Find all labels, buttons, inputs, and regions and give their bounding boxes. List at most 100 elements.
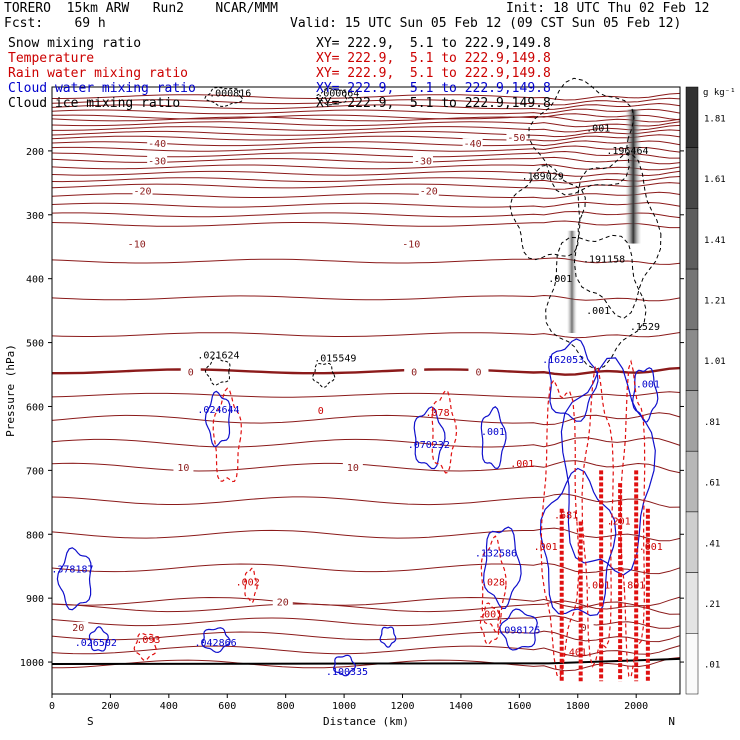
init-time: Init: 18 UTC Thu 02 Feb 12: [506, 1, 710, 16]
ice-shading-secondary: [566, 230, 577, 333]
rain-contour: [133, 632, 157, 661]
ice-contour: [204, 356, 231, 386]
isotherm-line: [51, 630, 681, 643]
isotherm-label: 20: [277, 597, 289, 608]
colorbar-segment: [685, 633, 699, 695]
isotherm-line: [51, 437, 681, 448]
maximum-label: .001: [586, 124, 610, 135]
cloud-water-contour: [379, 626, 397, 648]
y-tick-label: 300: [26, 211, 44, 222]
maximum-label: .001: [639, 542, 663, 553]
cloud-water-contour: [560, 357, 656, 576]
y-tick-label: 200: [26, 147, 44, 158]
isotherm-line: [51, 201, 681, 208]
maximum-label: .000664: [317, 89, 359, 100]
isotherm-line: [52, 124, 681, 133]
cloud-water-contour: [499, 608, 538, 651]
colorbar-segment: [685, 86, 699, 148]
colorbar-tick-label: 1.01: [704, 357, 726, 367]
isotherm-label: 0: [475, 367, 481, 378]
maximum-label: .021624: [197, 351, 239, 362]
isotherm-label: -30: [148, 156, 166, 167]
isotherm-line: [51, 562, 681, 575]
isotherm-line: [51, 129, 681, 138]
ice-contour: [204, 86, 244, 107]
maximum-label: .093: [136, 635, 160, 646]
plot-frame: [51, 86, 681, 695]
colorbar-tick-label: .41: [704, 539, 720, 549]
cloud-water-contour: [482, 526, 522, 610]
colorbar-tick-label: 1.21: [704, 296, 726, 306]
x-axis-label: Distance (km): [323, 715, 409, 728]
colorbar-tick-label: 1.81: [704, 114, 726, 124]
isotherm-line: [51, 191, 681, 199]
colorbar-segment: [685, 511, 699, 573]
cloud-contours-layer: [56, 77, 662, 677]
model-title: TORERO 15km ARW Run2 NCAR/MMM: [4, 1, 278, 16]
isotherm-line: [51, 493, 681, 508]
valid-time: Valid: 15 UTC Sun 05 Feb 12 (09 CST Sun …: [290, 16, 682, 31]
x-tick-label: 600: [218, 701, 236, 712]
colorbar: .01 .21 .41 .61 .81 1.01 1.21 1.41 1.61 1.81: [685, 86, 726, 695]
isotherm-line: [51, 182, 681, 190]
isotherm-label: -50: [507, 133, 525, 144]
x-tick-label: 2000: [624, 701, 648, 712]
x-tick-label: 1000: [332, 701, 356, 712]
isotherm-line: [52, 657, 681, 672]
isotherm-label: 0: [411, 367, 417, 378]
north-label: N: [668, 715, 675, 728]
field-cloudwater-xy: XY= 222.9, 5.1 to 222.9,149.8: [316, 81, 551, 96]
field-cloudice-xy: XY= 222.9, 5.1 to 222.9,149.8: [316, 96, 551, 111]
colorbar-tick-label: 1.61: [704, 175, 726, 185]
maximum-label: .001: [586, 581, 610, 592]
x-tick-label: 200: [101, 701, 119, 712]
maximum-label: .189029: [522, 172, 564, 183]
y-tick-label: 400: [26, 275, 44, 286]
y-axis-label: Pressure (hPa): [4, 344, 17, 437]
cloud-water-contour: [201, 627, 231, 654]
isotherm-label: -20: [420, 187, 438, 198]
maximum-label: .001: [510, 459, 534, 470]
isotherm-label: 0: [188, 367, 194, 378]
cloud-water-contour: [88, 626, 109, 652]
maximum-label: .001: [636, 379, 660, 390]
maximum-label: .024644: [197, 405, 239, 416]
cloud-water-contour: [480, 406, 507, 470]
maxima-labels-layer: .000816 .000664 .001 .196464 .189029 .191158.…: [51, 89, 662, 678]
cloud-water-contour: [548, 338, 599, 422]
colorbar-segment: [685, 450, 699, 513]
cloud-water-contour: [333, 654, 356, 677]
maximum-label: .681: [554, 510, 578, 521]
isotherm-line: [52, 92, 681, 101]
maximum-label: .000816: [209, 89, 251, 100]
ice-contour: [528, 77, 635, 196]
forecast-hour: Fcst: 69 h: [4, 16, 106, 31]
x-tick-label: 1800: [566, 701, 590, 712]
maximum-label: .015549: [314, 354, 356, 365]
x-tick-label: 400: [160, 701, 178, 712]
isotherm-line: [51, 113, 681, 121]
y-tick-label: 700: [26, 466, 44, 477]
cloud-water-contour: [204, 390, 231, 447]
cloud-water-contour: [632, 367, 659, 423]
colorbar-segment: [685, 268, 699, 331]
y-tick-label: 800: [26, 530, 44, 541]
colorbar-segment: [685, 147, 699, 209]
colorbar-unit: g kg⁻¹: [703, 88, 736, 98]
cloud-water-contour: [56, 547, 92, 611]
isotherm-line: [51, 412, 681, 426]
y-tick-label: 900: [26, 594, 44, 605]
maximum-label: .098125: [498, 625, 540, 636]
x-tick-label: 1600: [507, 701, 531, 712]
rain-contour: [244, 567, 258, 604]
maximum-label: .196464: [606, 146, 648, 157]
isotherm-line: [51, 210, 681, 219]
maximum-label: .028: [481, 577, 505, 588]
maximum-label: .132586: [475, 549, 517, 560]
rain-contour: [480, 535, 507, 633]
maximum-label: .078: [426, 408, 450, 419]
field-rain-label: Rain water mixing ratio: [8, 66, 189, 81]
rain-contour: [431, 389, 458, 474]
